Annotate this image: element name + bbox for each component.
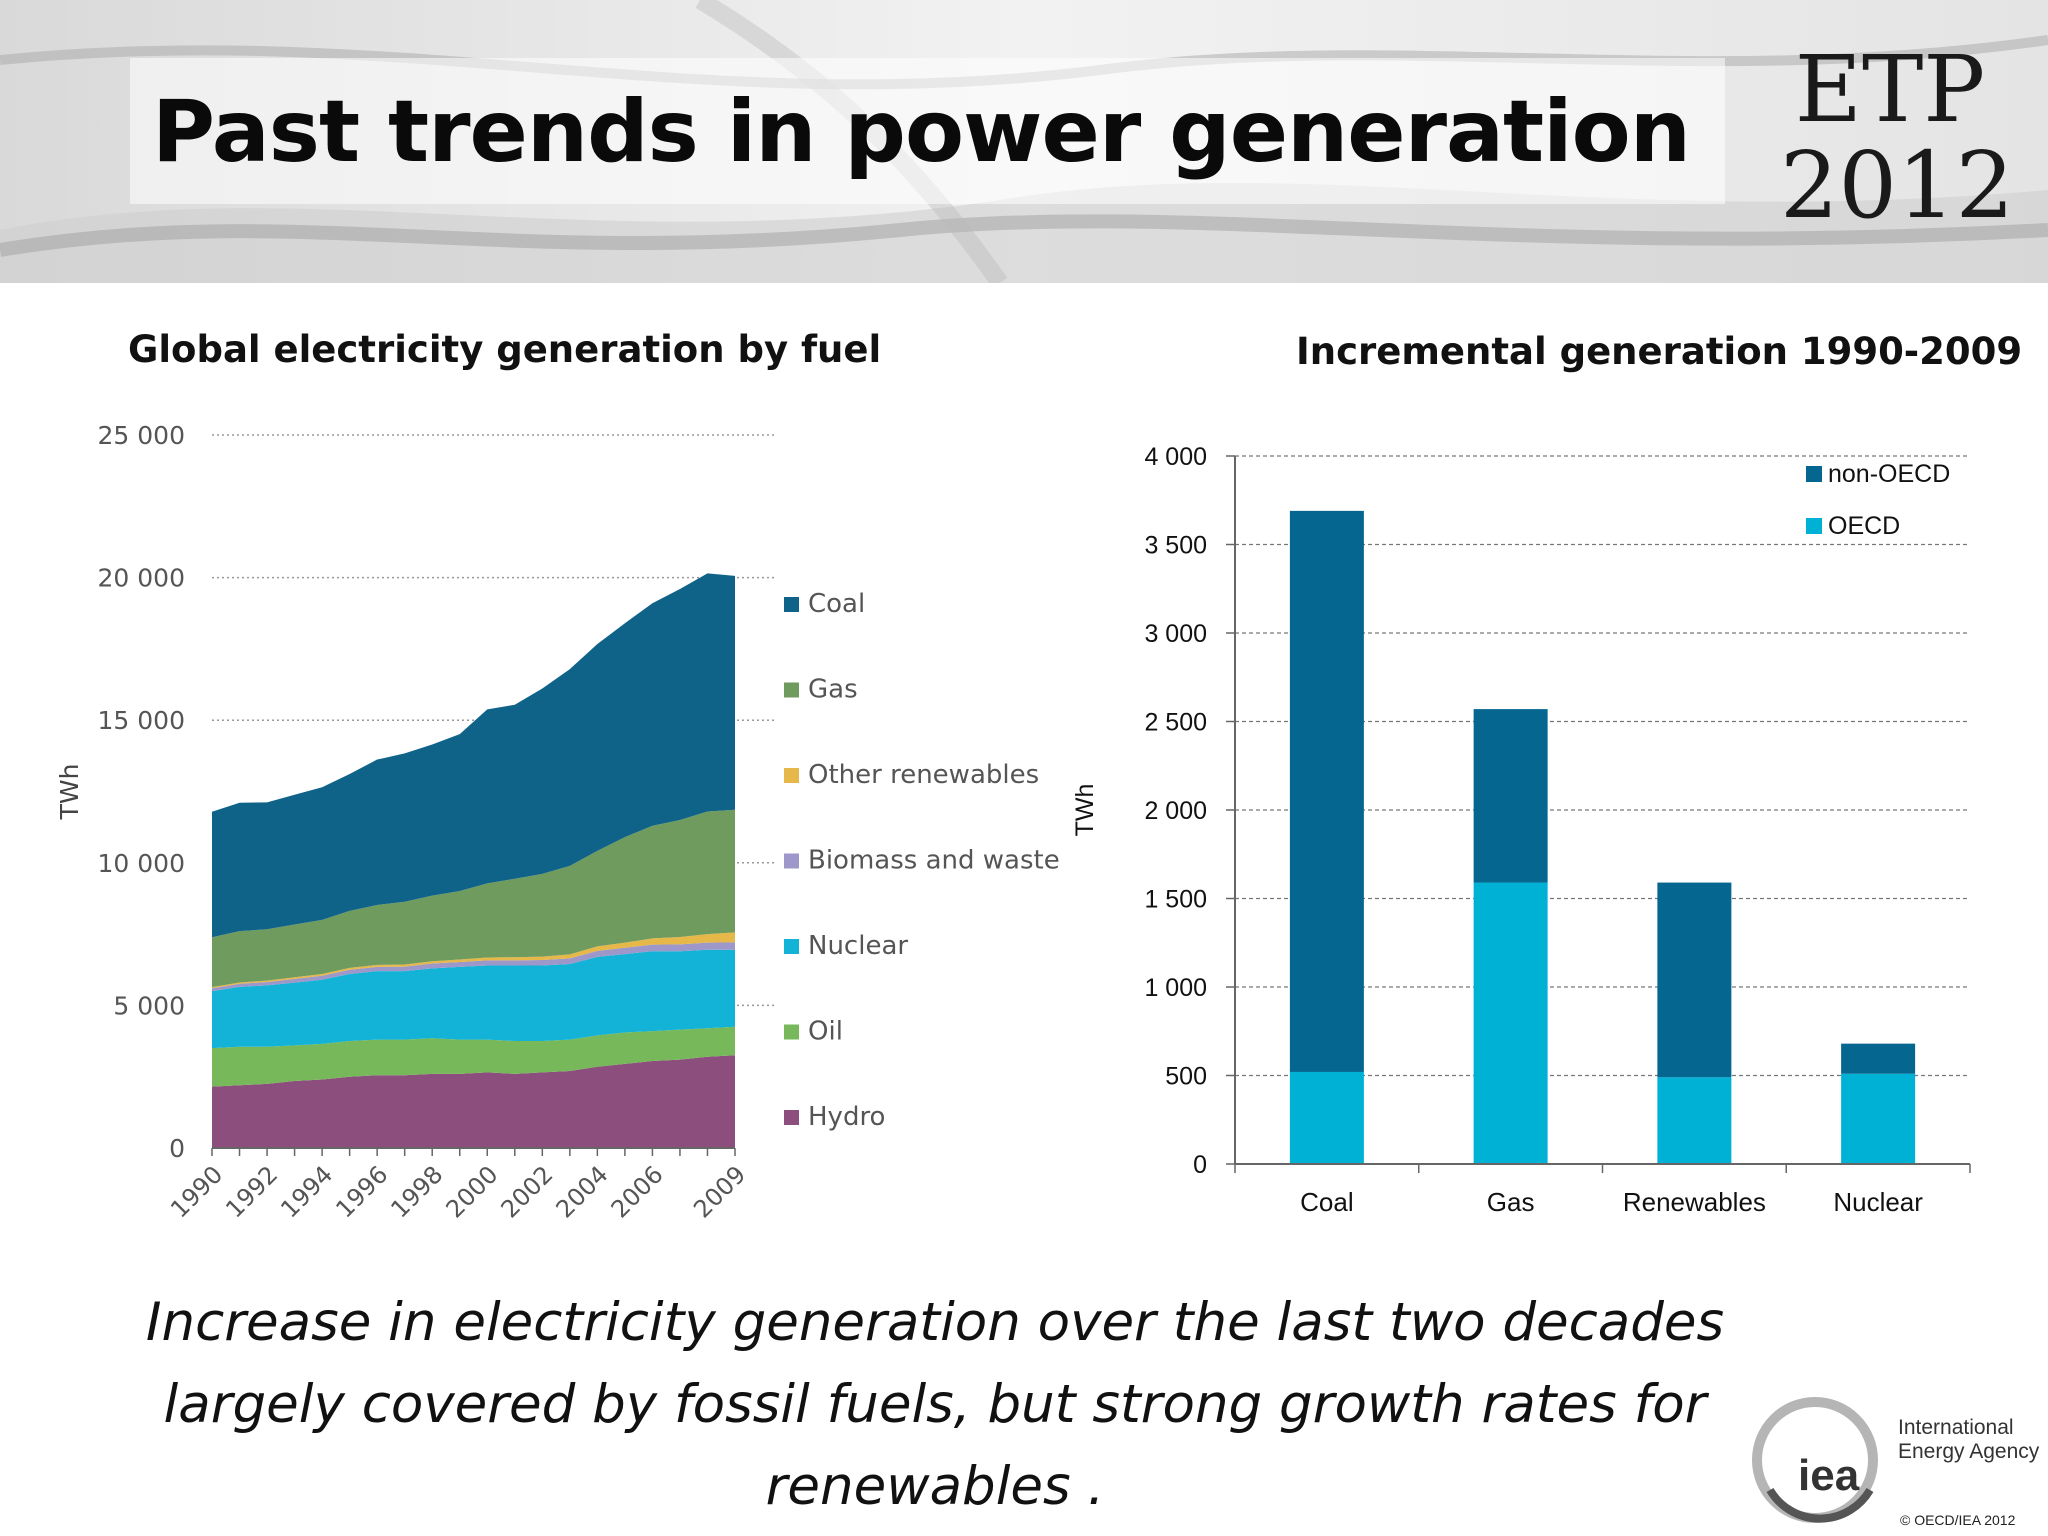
x-tick-label: Coal xyxy=(1300,1187,1353,1217)
area-nuclear xyxy=(212,949,735,1049)
x-tick-label: 2009 xyxy=(688,1160,751,1223)
etp-logo-line1: ETP xyxy=(1794,36,1986,143)
y-tick-label: 1 000 xyxy=(1144,974,1207,1002)
legend-swatch xyxy=(784,1024,799,1040)
x-tick-label: 1998 xyxy=(385,1160,448,1223)
y-tick-label: 1 500 xyxy=(1144,886,1207,914)
area-coal xyxy=(212,573,735,938)
page-title: Past trends in power generation xyxy=(152,82,1691,182)
area-oil xyxy=(212,1026,735,1087)
y-tick-label: 3 500 xyxy=(1144,532,1207,560)
bar-nuclear-oecd xyxy=(1841,1073,1916,1164)
left-chart-title: Global electricity generation by fuel xyxy=(128,328,882,371)
bar-renewables-oecd xyxy=(1657,1077,1732,1164)
legend-label: Other renewables xyxy=(808,760,1039,790)
area-hydro xyxy=(212,1055,735,1148)
y-axis-label: TWh xyxy=(1071,784,1099,837)
etp-logo-line2: 2012 xyxy=(1780,132,2015,239)
legend-swatch xyxy=(784,597,799,612)
x-tick-label: Renewables xyxy=(1623,1187,1766,1217)
legend-swatch xyxy=(784,682,799,698)
y-tick-label: 4 000 xyxy=(1144,443,1207,471)
legend-swatch xyxy=(784,768,799,783)
legend-swatch xyxy=(784,1110,799,1125)
legend-swatch xyxy=(1806,518,1822,534)
incremental-generation-chart: 0 500 1 000 1 500 2 000 2 500 3 000 3 500 4 000 C… xyxy=(1071,443,1971,1217)
iea-logo-arc xyxy=(1766,1487,1874,1523)
legend-label: Coal xyxy=(808,589,865,619)
y-tick-label: 0 xyxy=(1193,1151,1207,1179)
bar-gas-oecd xyxy=(1473,882,1548,1164)
area-biomass-and-waste xyxy=(212,942,735,992)
y-tick-label: 5 000 xyxy=(113,991,185,1020)
area-other-renewables xyxy=(212,932,735,989)
slide-caption: Increase in electricity generation over … xyxy=(60,1282,1810,1528)
iea-name-line2: Energy Agency xyxy=(1898,1440,2040,1463)
header-banner xyxy=(0,0,2048,283)
legend-swatch xyxy=(784,853,799,869)
bar-coal-oecd xyxy=(1289,1071,1364,1164)
legend-label: OECD xyxy=(1828,512,1900,540)
iea-logo-text: iea xyxy=(1798,1451,1860,1500)
caption-line-2: largely covered by fossil fuels, but str… xyxy=(163,1374,1707,1435)
y-tick-label: 20 000 xyxy=(98,564,185,593)
y-tick-label: 2 000 xyxy=(1144,797,1207,825)
right-chart-title: Incremental generation 1990-2009 xyxy=(1296,330,2023,373)
x-tick-label: 1996 xyxy=(330,1160,393,1223)
x-tick-label: 2004 xyxy=(551,1160,614,1223)
etp-logo: ETP 2012 xyxy=(1780,36,2015,239)
legend-label: Hydro xyxy=(808,1102,885,1132)
legend-swatch xyxy=(784,939,799,954)
y-tick-label: 15 000 xyxy=(98,706,185,735)
bar-gas-non-oecd xyxy=(1473,709,1548,883)
x-tick-label: 2006 xyxy=(606,1160,669,1223)
legend-swatch xyxy=(1806,466,1822,482)
bar-coal-non-oecd xyxy=(1289,510,1364,1072)
iea-name-line1: International xyxy=(1898,1416,2014,1439)
copyright-notice: © OECD/IEA 2012 xyxy=(1900,1512,2016,1528)
iea-logo: iea International Energy Agency xyxy=(1752,1397,2040,1523)
x-tick-label: 1990 xyxy=(165,1160,228,1223)
y-tick-label: 3 000 xyxy=(1144,620,1207,648)
caption-line-3: renewables . xyxy=(765,1456,1105,1517)
x-tick-label: 2002 xyxy=(496,1160,559,1223)
x-tick-label: Nuclear xyxy=(1833,1187,1923,1217)
bar-renewables-non-oecd xyxy=(1657,882,1732,1078)
y-tick-label: 500 xyxy=(1165,1063,1207,1091)
area-gas xyxy=(212,809,735,988)
legend-label: Oil xyxy=(808,1017,843,1047)
legend-label: non-OECD xyxy=(1828,460,1950,488)
x-tick-label: 1992 xyxy=(220,1160,283,1223)
x-tick-label: 2000 xyxy=(441,1160,504,1223)
y-tick-label: 2 500 xyxy=(1144,709,1207,737)
y-tick-label: 0 xyxy=(169,1134,185,1163)
legend-label: Gas xyxy=(808,675,858,705)
legend-label: Nuclear xyxy=(808,931,908,961)
y-tick-label: 10 000 xyxy=(98,849,185,878)
y-axis-label: TWh xyxy=(55,764,84,821)
banner-background xyxy=(0,0,2048,283)
y-tick-label: 25 000 xyxy=(98,421,185,450)
caption-line-1: Increase in electricity generation over … xyxy=(145,1292,1725,1353)
legend-label: Biomass and waste xyxy=(808,846,1060,876)
x-tick-label: 1994 xyxy=(275,1160,338,1223)
bar-nuclear-non-oecd xyxy=(1841,1043,1916,1074)
x-tick-label: Gas xyxy=(1487,1187,1535,1217)
